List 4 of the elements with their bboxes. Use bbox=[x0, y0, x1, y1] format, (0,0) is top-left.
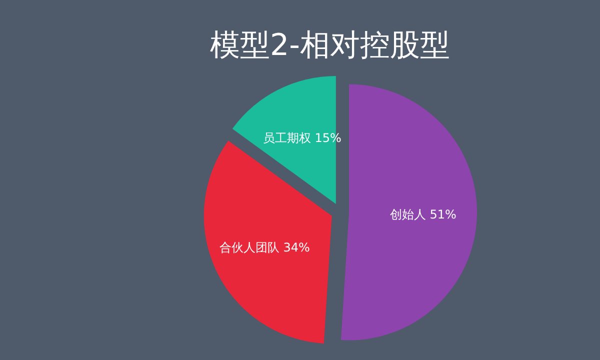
slice-label: 创始人 51% bbox=[390, 208, 456, 222]
slice-label: 员工期权 15% bbox=[262, 130, 342, 145]
slice-label: 合伙人团队 34% bbox=[219, 240, 310, 254]
chart-title: 模型2-相对控股型 bbox=[210, 28, 450, 63]
